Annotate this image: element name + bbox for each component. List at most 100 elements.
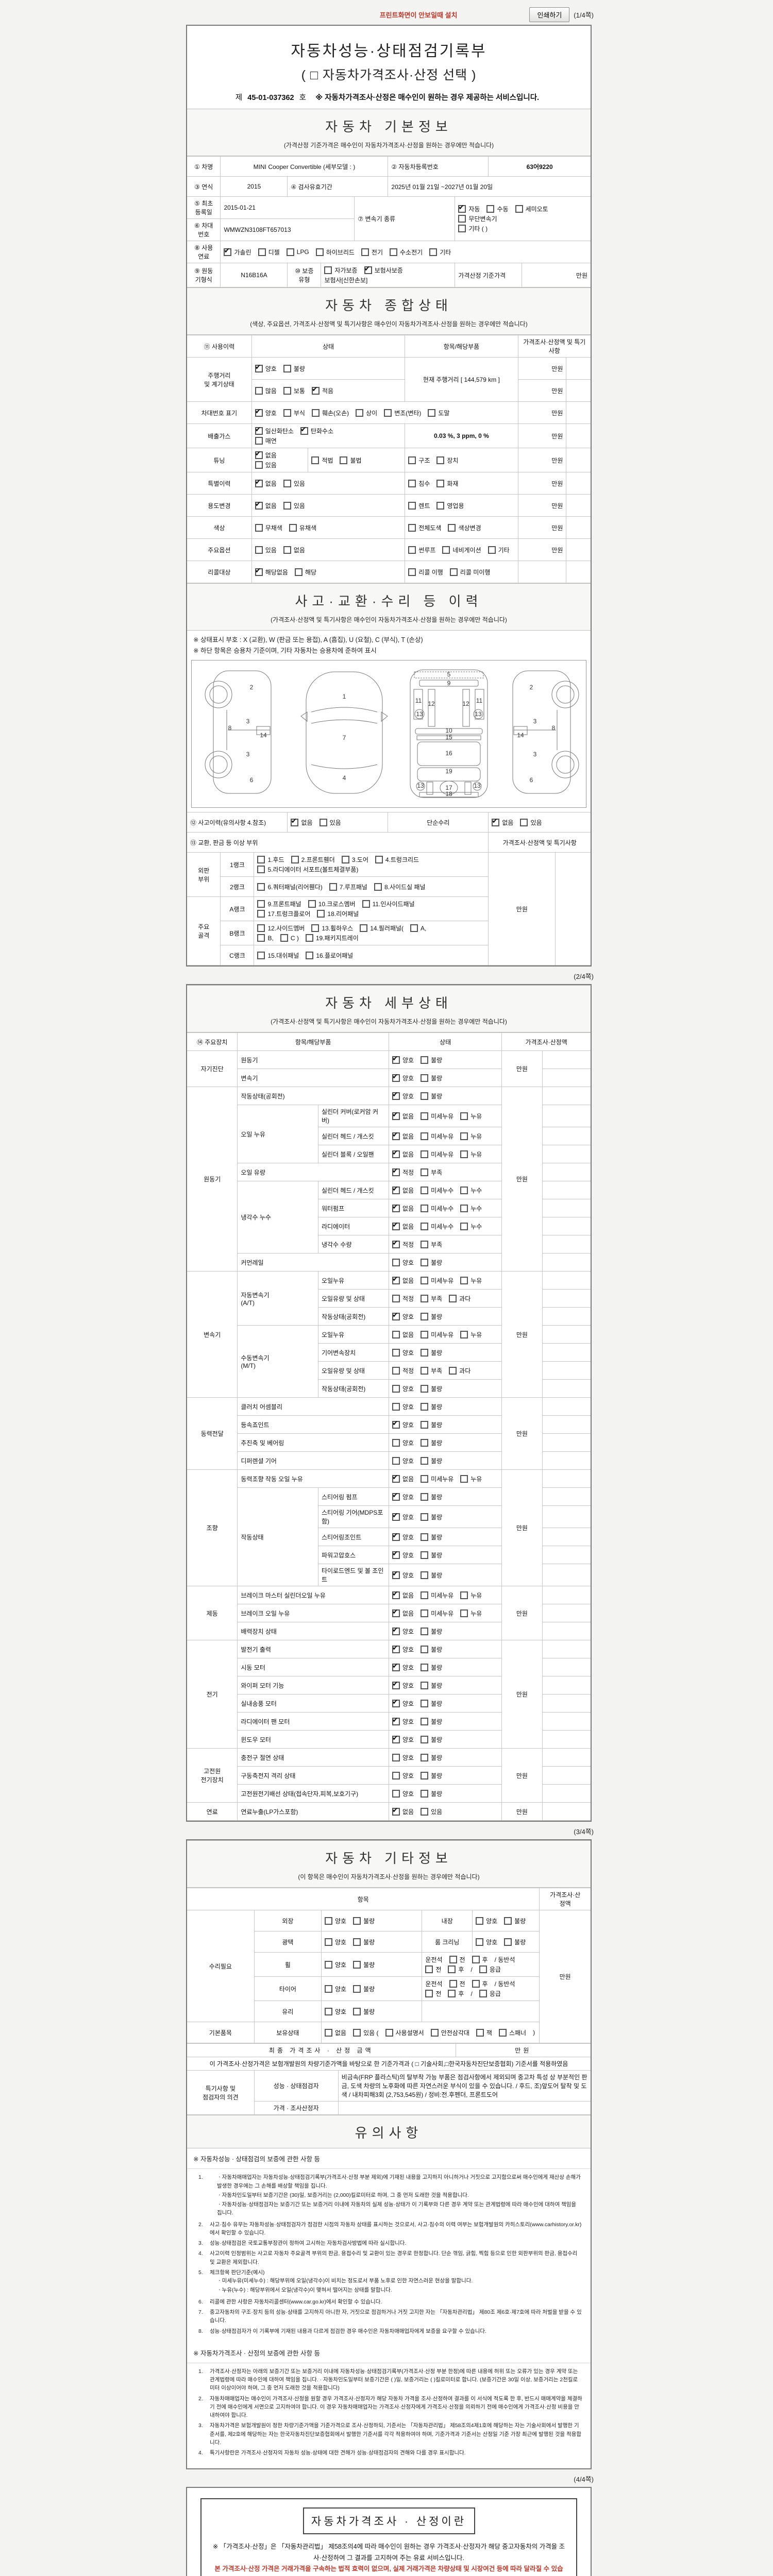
option-cell[interactable]: 전체도색 색상변경 bbox=[405, 516, 518, 539]
checkbox-option[interactable]: 양호 bbox=[392, 1680, 414, 1690]
checkbox[interactable] bbox=[283, 546, 291, 554]
checkbox-option[interactable]: 10.크로스멤버 bbox=[308, 900, 356, 908]
checkbox-option[interactable]: 양호 bbox=[325, 2007, 346, 2016]
checkbox[interactable] bbox=[340, 456, 348, 464]
option-cell[interactable]: 양호 불량 bbox=[388, 1676, 502, 1695]
checkbox-option[interactable]: 부족 bbox=[421, 1366, 442, 1375]
option-cell[interactable]: 양호 불량 bbox=[321, 1910, 423, 1932]
checkbox-option[interactable]: 상이 bbox=[356, 409, 377, 417]
checkbox-option[interactable]: 미세누유 bbox=[421, 1112, 453, 1121]
checkbox-option[interactable]: 12.사이드멤버 bbox=[257, 924, 305, 933]
checkbox[interactable] bbox=[315, 248, 324, 256]
option-cell[interactable]: 렌트 영업용 bbox=[405, 494, 518, 517]
checkbox[interactable] bbox=[486, 205, 495, 213]
checkbox-option[interactable]: 16.플로어패널 bbox=[306, 951, 353, 960]
checkbox-checked[interactable] bbox=[492, 817, 500, 826]
checkbox[interactable] bbox=[311, 924, 320, 933]
checkbox-option[interactable]: 없음 bbox=[255, 449, 277, 460]
checkbox[interactable] bbox=[421, 1493, 429, 1501]
checkbox-checked[interactable] bbox=[392, 1734, 400, 1743]
checkbox-option[interactable]: 불량 bbox=[421, 1753, 442, 1762]
checkbox-checked[interactable] bbox=[392, 1221, 400, 1230]
checkbox[interactable] bbox=[448, 1990, 456, 1998]
checkbox[interactable] bbox=[460, 1112, 468, 1120]
checkbox-checked[interactable] bbox=[392, 1549, 400, 1559]
checkbox[interactable] bbox=[421, 1402, 429, 1411]
checkbox-option[interactable]: 양호 bbox=[392, 1438, 414, 1447]
checkbox-option[interactable]: 전 bbox=[449, 1955, 465, 1964]
checkbox[interactable] bbox=[392, 1402, 400, 1411]
checkbox-option[interactable]: 미세누유 bbox=[421, 1276, 453, 1285]
option-cell[interactable]: 양호 불량 bbox=[388, 1069, 502, 1088]
checkbox-option[interactable]: LPG bbox=[286, 248, 309, 256]
checkbox-checked[interactable] bbox=[392, 1148, 400, 1158]
checkbox-option[interactable]: 양호 bbox=[392, 1511, 414, 1521]
checkbox-option[interactable]: 없음 bbox=[392, 1589, 414, 1600]
checkbox[interactable] bbox=[255, 546, 263, 554]
checkbox[interactable] bbox=[353, 1985, 361, 1993]
checkbox[interactable] bbox=[408, 546, 416, 554]
checkbox-option[interactable]: 전 bbox=[449, 1979, 465, 1988]
checkbox-option[interactable]: 양호 bbox=[392, 1456, 414, 1465]
checkbox[interactable] bbox=[421, 1074, 429, 1082]
checkbox[interactable] bbox=[421, 1735, 429, 1743]
checkbox-option[interactable]: 불량 bbox=[421, 1513, 442, 1521]
checkbox-option[interactable]: 미세누수 bbox=[421, 1222, 453, 1231]
checkbox-checked[interactable] bbox=[255, 449, 263, 459]
checkbox-option[interactable]: 미세누유 bbox=[421, 1475, 453, 1483]
checkbox-option[interactable]: 양호 bbox=[392, 1419, 414, 1429]
checkbox-option[interactable]: 자가보증 bbox=[324, 266, 358, 275]
checkbox[interactable] bbox=[392, 1384, 400, 1393]
checkbox-option[interactable]: 불량 bbox=[353, 1960, 375, 1969]
checkbox-option[interactable]: 누수 bbox=[460, 1222, 482, 1231]
checkbox-option[interactable]: 변조(변타) bbox=[384, 409, 421, 417]
checkbox-option[interactable]: 7.루프패널 bbox=[329, 883, 367, 891]
checkbox[interactable] bbox=[421, 1645, 429, 1653]
checkbox-checked[interactable] bbox=[300, 425, 308, 435]
checkbox[interactable] bbox=[421, 1294, 429, 1302]
checkbox[interactable] bbox=[458, 215, 466, 223]
checkbox[interactable] bbox=[436, 456, 445, 464]
checkbox-option[interactable]: 불량 bbox=[421, 1456, 442, 1465]
checkbox[interactable] bbox=[257, 900, 265, 908]
checkbox-option[interactable]: 전기 bbox=[361, 248, 383, 257]
checkbox[interactable] bbox=[392, 1456, 400, 1465]
checkbox-option[interactable]: 무단변속기 bbox=[458, 214, 497, 223]
checkbox-option[interactable]: 8.사이드실 패널 bbox=[374, 883, 426, 891]
checkbox-checked[interactable] bbox=[255, 363, 263, 372]
checkbox[interactable] bbox=[421, 1475, 429, 1483]
checkbox-checked[interactable] bbox=[392, 1110, 400, 1120]
checkbox-checked[interactable] bbox=[392, 1311, 400, 1320]
checkbox-option[interactable]: 누유 bbox=[460, 1475, 482, 1483]
checkbox-option[interactable]: 불량 bbox=[421, 1771, 442, 1780]
checkbox-option[interactable]: 불량 bbox=[421, 1348, 442, 1357]
checkbox-checked[interactable] bbox=[224, 246, 232, 256]
checkbox-option[interactable]: 없음 bbox=[392, 1221, 414, 1231]
checkbox-option[interactable]: 불량 bbox=[421, 1789, 442, 1798]
checkbox-checked[interactable] bbox=[255, 478, 263, 487]
checkbox[interactable] bbox=[306, 951, 314, 959]
checkbox-option[interactable]: 15.대쉬패널 bbox=[257, 951, 299, 960]
checkbox-option[interactable]: 양호 bbox=[392, 1549, 414, 1560]
checkbox[interactable] bbox=[257, 951, 265, 959]
checkbox-checked[interactable] bbox=[255, 407, 263, 417]
checkbox[interactable] bbox=[257, 910, 265, 918]
checkbox[interactable] bbox=[317, 910, 325, 918]
checkbox[interactable] bbox=[421, 1789, 429, 1798]
checkbox[interactable] bbox=[421, 1513, 429, 1521]
checkbox[interactable] bbox=[421, 1312, 429, 1320]
checkbox[interactable] bbox=[294, 568, 303, 576]
checkbox-option[interactable]: 적정 bbox=[392, 1166, 414, 1177]
checkbox[interactable] bbox=[472, 1980, 480, 1988]
checkbox-option[interactable]: 누유 bbox=[460, 1276, 482, 1285]
option-cell[interactable]: 없음 미세누유 누유 bbox=[388, 1604, 502, 1623]
checkbox[interactable] bbox=[392, 1366, 400, 1375]
checkbox-option[interactable]: 양호 bbox=[392, 1753, 414, 1762]
checkbox[interactable] bbox=[329, 883, 337, 891]
checkbox-option[interactable]: 과다 bbox=[449, 1366, 470, 1375]
checkbox-option[interactable]: 탄화수소 bbox=[300, 425, 333, 435]
checkbox[interactable] bbox=[449, 1980, 457, 1988]
checkbox-option[interactable]: 누수 bbox=[460, 1186, 482, 1195]
checkbox-option[interactable]: 불량 bbox=[421, 1663, 442, 1672]
